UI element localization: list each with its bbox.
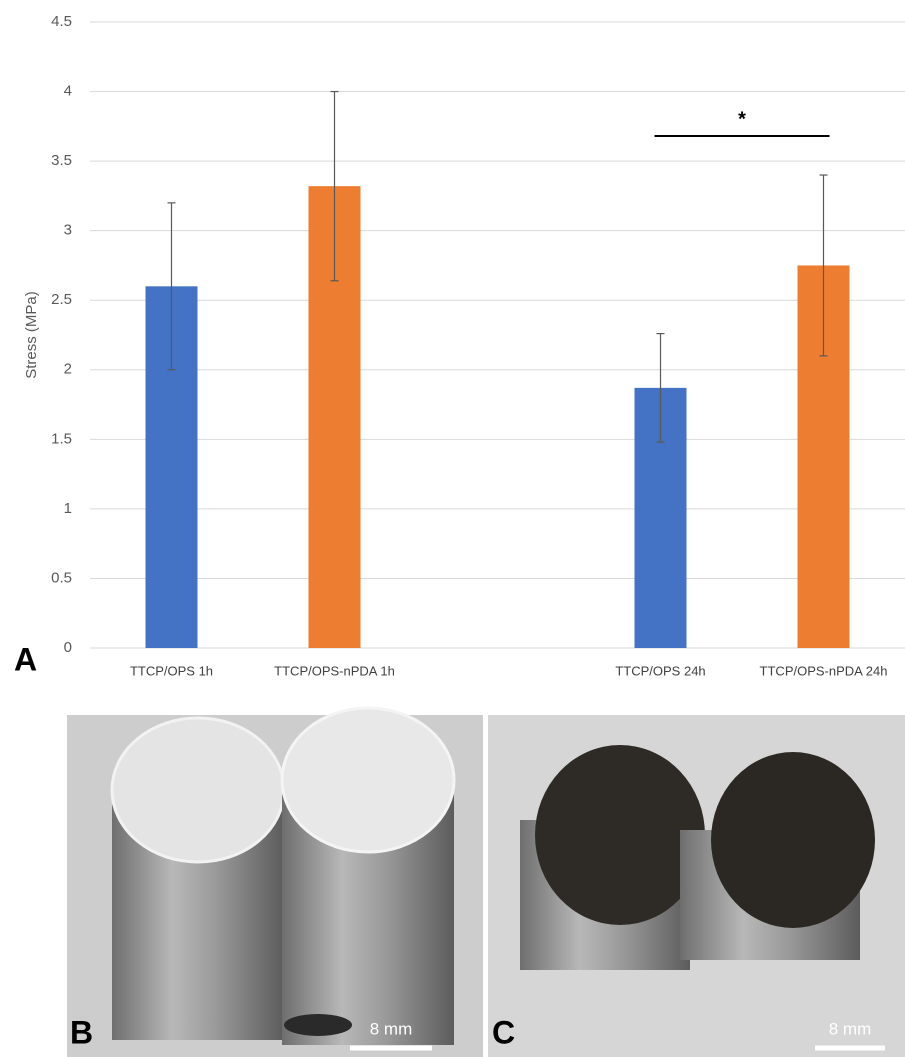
y-tick-label: 4 <box>64 83 72 100</box>
significance-label: * <box>738 108 746 130</box>
y-tick-label: 1.5 <box>51 430 72 447</box>
photo-b: 8 mm B <box>67 706 483 1057</box>
y-tick-label: 4.5 <box>51 13 72 30</box>
y-tick-label: 2.5 <box>51 291 72 308</box>
x-tick-label: TTCP/OPS-nPDA 24h <box>760 663 888 678</box>
y-tick-label: 2 <box>64 361 72 378</box>
y-tick-label: 3.5 <box>51 152 72 169</box>
y-axis-label: Stress (MPa) <box>23 291 40 379</box>
x-tick-label: TTCP/OPS-nPDA 1h <box>274 663 395 678</box>
x-tick-label: TTCP/OPS 1h <box>130 663 213 678</box>
y-tick-label: 0 <box>64 639 72 656</box>
y-tick-label: 3 <box>64 222 72 239</box>
x-tick-label: TTCP/OPS 24h <box>615 663 705 678</box>
panel-label: C <box>492 1014 515 1050</box>
scale-bar-label: 8 mm <box>370 1019 413 1038</box>
y-tick-label: 1 <box>64 500 72 517</box>
panel-label: B <box>70 1014 93 1050</box>
scale-bar-label: 8 mm <box>829 1019 872 1038</box>
panel-label: A <box>14 641 37 677</box>
y-tick-label: 0.5 <box>51 569 72 586</box>
photo-c: 8 mm C <box>488 715 905 1057</box>
